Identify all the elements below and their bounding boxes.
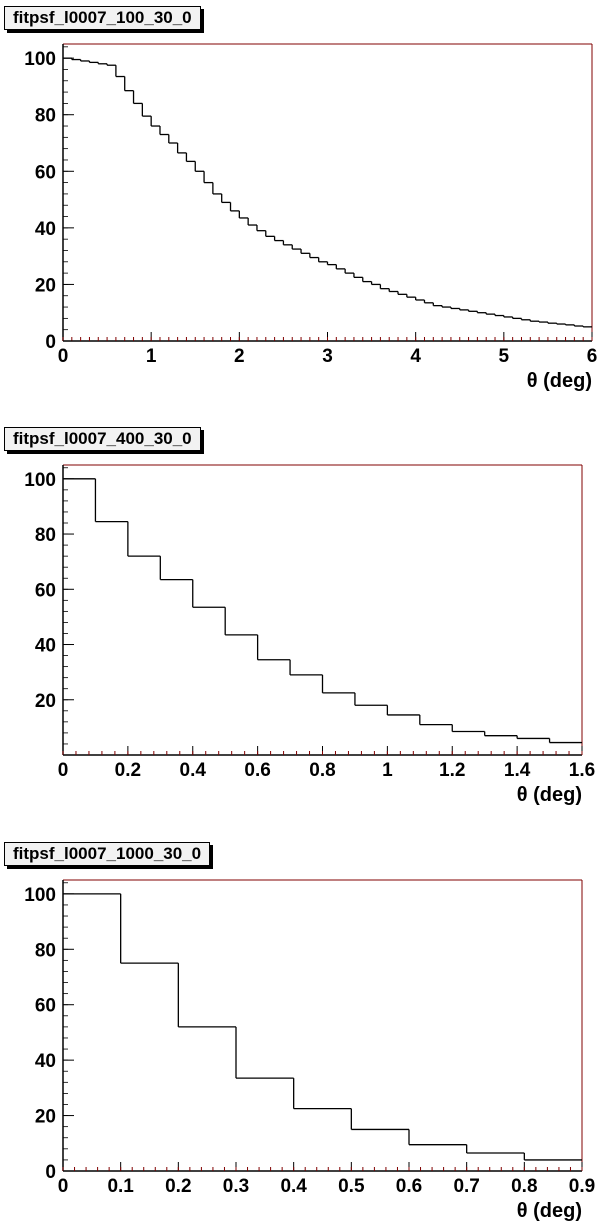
x-tick-label: 1 bbox=[146, 346, 157, 367]
x-tick-label: 1.2 bbox=[439, 760, 465, 781]
x-tick-label: 0.6 bbox=[396, 1176, 422, 1197]
x-tick-label: 2 bbox=[234, 346, 245, 367]
y-tick-label: 40 bbox=[35, 1051, 56, 1072]
x-tick-label: 0 bbox=[58, 1176, 69, 1197]
y-tick-label: 20 bbox=[35, 275, 56, 296]
x-tick-label: 0.5 bbox=[338, 1176, 365, 1197]
x-tick-label: 0.8 bbox=[511, 1176, 537, 1197]
panel-3-plot: 0 0.1 0.2 0.3 0.4 0.5 0.6 0.7 0.8 0.9 0 20 40 60 80 100… bbox=[24, 879, 595, 1222]
y-tick-label: 40 bbox=[35, 636, 56, 657]
y-tick-label: 100 bbox=[24, 470, 56, 491]
y-tick-label: 0 bbox=[45, 332, 56, 353]
panel-3-title: fitpsf_l0007_1000_30_0 bbox=[4, 842, 211, 866]
x-axis-title: θ (deg) bbox=[517, 784, 582, 806]
x-tick-label: 0.6 bbox=[244, 760, 270, 781]
x-tick-label: 0.3 bbox=[223, 1176, 249, 1197]
x-axis-title: θ (deg) bbox=[527, 370, 592, 392]
y-tick-label: 60 bbox=[35, 162, 56, 183]
x-tick-label: 0.7 bbox=[453, 1176, 479, 1197]
y-tick-label: 60 bbox=[35, 580, 56, 601]
x-tick-label: 0.4 bbox=[280, 1176, 307, 1197]
x-tick-label: 1.6 bbox=[569, 760, 595, 781]
y-tick-label: 60 bbox=[35, 996, 56, 1017]
x-tick-label: 0.1 bbox=[107, 1176, 134, 1197]
x-tick-label: 0.2 bbox=[165, 1176, 191, 1197]
panel-2-title: fitpsf_l0007_400_30_0 bbox=[4, 427, 201, 451]
x-tick-label: 1 bbox=[382, 760, 393, 781]
x-tick-label: 1.4 bbox=[504, 760, 531, 781]
y-tick-label: 40 bbox=[35, 219, 56, 240]
x-tick-label: 0.9 bbox=[569, 1176, 595, 1197]
x-tick-label: 0 bbox=[58, 346, 69, 367]
y-tick-label: 100 bbox=[24, 885, 56, 906]
y-tick-label: 80 bbox=[35, 525, 56, 546]
x-tick-label: 5 bbox=[499, 346, 510, 367]
x-axis-title: θ (deg) bbox=[517, 1200, 582, 1222]
panel-2-plot: 0 0.2 0.4 0.6 0.8 1 1.2 1.4 1.6 20 40 60 80 100 θ (deg… bbox=[24, 464, 595, 806]
y-tick-label: 100 bbox=[24, 49, 56, 70]
y-tick-label: 20 bbox=[35, 691, 56, 712]
x-tick-label: 0.2 bbox=[115, 760, 141, 781]
x-tick-label: 4 bbox=[410, 346, 421, 367]
x-tick-label: 3 bbox=[322, 346, 333, 367]
y-tick-label: 80 bbox=[35, 106, 56, 127]
x-tick-label: 0.8 bbox=[309, 760, 335, 781]
y-tick-label: 80 bbox=[35, 940, 56, 961]
panel-1-title: fitpsf_l0007_100_30_0 bbox=[4, 6, 201, 30]
x-tick-label: 0.4 bbox=[180, 760, 207, 781]
x-tick-label: 0 bbox=[58, 760, 69, 781]
x-tick-label: 6 bbox=[587, 346, 598, 367]
y-tick-label: 0 bbox=[45, 1162, 56, 1183]
y-tick-label: 20 bbox=[35, 1107, 56, 1128]
